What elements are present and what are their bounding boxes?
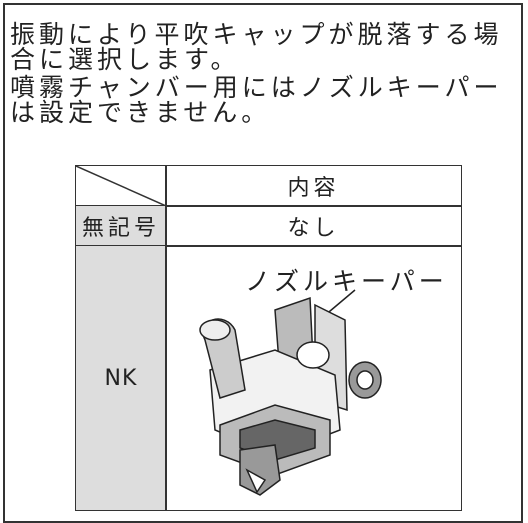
diagonal (76, 166, 166, 206)
nozzle-drawing (199, 289, 382, 496)
corner-cell (75, 165, 167, 207)
text-line: は設定できません。 (10, 98, 271, 127)
header-cell: 内容 (165, 165, 462, 207)
image-label: ノズルキーパー (245, 267, 448, 296)
row-value: なし (165, 205, 462, 247)
text-line: 噴霧チャンバー用にはノズルキーパー (10, 73, 503, 102)
row-label: NK (75, 245, 167, 511)
text-line: 合に選択します。 (10, 45, 240, 74)
text-line: 振動により平吹キャップが脱落する場 (10, 20, 503, 49)
image-cell (165, 245, 462, 511)
row-label: 無記号 (75, 205, 167, 247)
